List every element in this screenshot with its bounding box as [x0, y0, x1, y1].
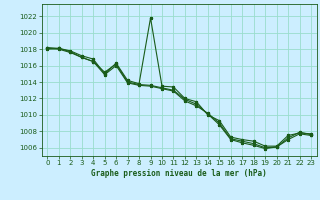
X-axis label: Graphe pression niveau de la mer (hPa): Graphe pression niveau de la mer (hPa) [91, 169, 267, 178]
